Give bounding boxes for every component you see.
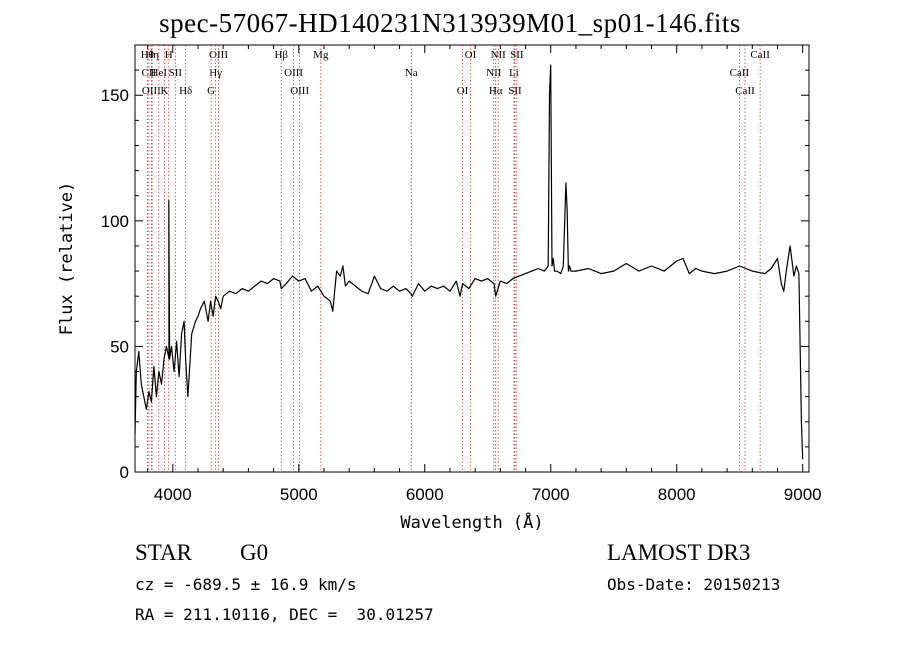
y-tick-label: 0: [120, 463, 129, 482]
line-label: CaII: [735, 85, 755, 97]
line-label: SII: [169, 67, 183, 79]
line-label: Hγ: [209, 67, 222, 79]
object-subclass: G0: [240, 540, 269, 565]
line-label: Li: [509, 67, 519, 79]
line-label: SII: [510, 49, 524, 61]
line-label: CII: [142, 67, 157, 79]
y-tick-label: 150: [101, 86, 129, 105]
chart-title: spec-57067-HD140231N313939M01_sp01-146.f…: [159, 8, 741, 38]
line-label: SII: [508, 85, 522, 97]
line-label: CaII: [750, 49, 770, 61]
object-class: STAR: [135, 540, 192, 565]
line-label: OIII: [290, 85, 309, 97]
x-tick-label: 9000: [784, 485, 822, 504]
line-label: G: [207, 85, 215, 97]
x-tick-label: 7000: [532, 485, 570, 504]
line-label: Mg: [313, 49, 329, 61]
line-label: OIII: [209, 49, 228, 61]
line-label: K: [161, 85, 169, 97]
line-label: HeI: [151, 67, 168, 79]
line-label: Hθ: [141, 49, 154, 61]
line-label: Hβ: [274, 49, 288, 61]
line-label: Na: [405, 67, 418, 79]
y-tick-label: 100: [101, 212, 129, 231]
line-label: OIII: [284, 67, 303, 79]
line-label: OI: [465, 49, 477, 61]
line-label: Hη: [145, 49, 159, 61]
x-tick-label: 8000: [658, 485, 696, 504]
y-tick-label: 50: [110, 337, 129, 356]
line-label: NII: [486, 67, 502, 79]
x-tick-label: 4000: [154, 485, 192, 504]
line-label: CaII: [730, 67, 750, 79]
x-tick-label: 5000: [280, 485, 318, 504]
x-axis-label: Wavelength (Å): [400, 511, 543, 533]
line-label: OI: [457, 85, 469, 97]
survey-name: LAMOST DR3: [607, 540, 751, 565]
obs-date-text: Obs-Date: 20150213: [607, 575, 781, 594]
line-label: Hδ: [179, 85, 192, 97]
line-label: OIII: [142, 85, 161, 97]
spectrum-line: [134, 64, 804, 460]
line-label: NII: [491, 49, 507, 61]
line-label: Hα: [489, 85, 503, 97]
x-tick-label: 6000: [406, 485, 444, 504]
redshift-text: cz = -689.5 ± 16.9 km/s: [135, 575, 357, 594]
line-label: H: [165, 49, 173, 61]
plot-frame: [134, 44, 810, 473]
y-axis-label: Flux (relative): [57, 182, 77, 336]
coordinates-text: RA = 211.10116, DEC = 30.01257: [135, 605, 434, 624]
